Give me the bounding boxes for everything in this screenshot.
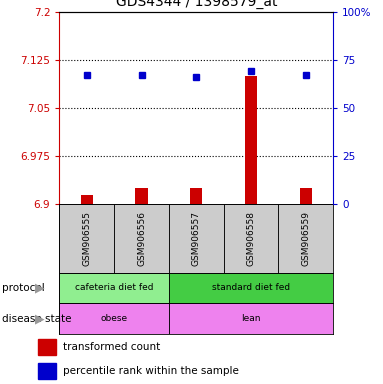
Text: protocol: protocol xyxy=(2,283,45,293)
Bar xyxy=(59,204,114,273)
Text: GSM906556: GSM906556 xyxy=(137,210,146,266)
Bar xyxy=(224,204,278,273)
Bar xyxy=(190,188,202,204)
Text: transformed count: transformed count xyxy=(63,342,160,352)
Bar xyxy=(136,188,147,204)
Text: ▶: ▶ xyxy=(35,281,45,295)
Text: GSM906559: GSM906559 xyxy=(301,210,310,266)
Bar xyxy=(81,195,93,204)
Bar xyxy=(169,303,333,334)
Bar xyxy=(59,273,169,303)
Text: GSM906555: GSM906555 xyxy=(82,210,91,266)
Bar xyxy=(38,339,56,355)
Text: ▶: ▶ xyxy=(35,312,45,325)
Text: GSM906558: GSM906558 xyxy=(247,210,255,266)
Bar xyxy=(300,188,312,204)
Bar xyxy=(59,303,169,334)
Bar xyxy=(114,204,169,273)
Bar xyxy=(278,204,333,273)
Text: cafeteria diet fed: cafeteria diet fed xyxy=(75,283,153,293)
Bar xyxy=(169,273,333,303)
Title: GDS4344 / 1398579_at: GDS4344 / 1398579_at xyxy=(116,0,277,9)
Text: standard diet fed: standard diet fed xyxy=(212,283,290,293)
Text: disease state: disease state xyxy=(2,314,71,324)
Text: percentile rank within the sample: percentile rank within the sample xyxy=(63,366,239,376)
Text: lean: lean xyxy=(241,314,261,323)
Bar xyxy=(38,363,56,379)
Bar xyxy=(245,76,257,204)
Bar xyxy=(169,204,224,273)
Text: GSM906557: GSM906557 xyxy=(192,210,201,266)
Text: obese: obese xyxy=(101,314,128,323)
